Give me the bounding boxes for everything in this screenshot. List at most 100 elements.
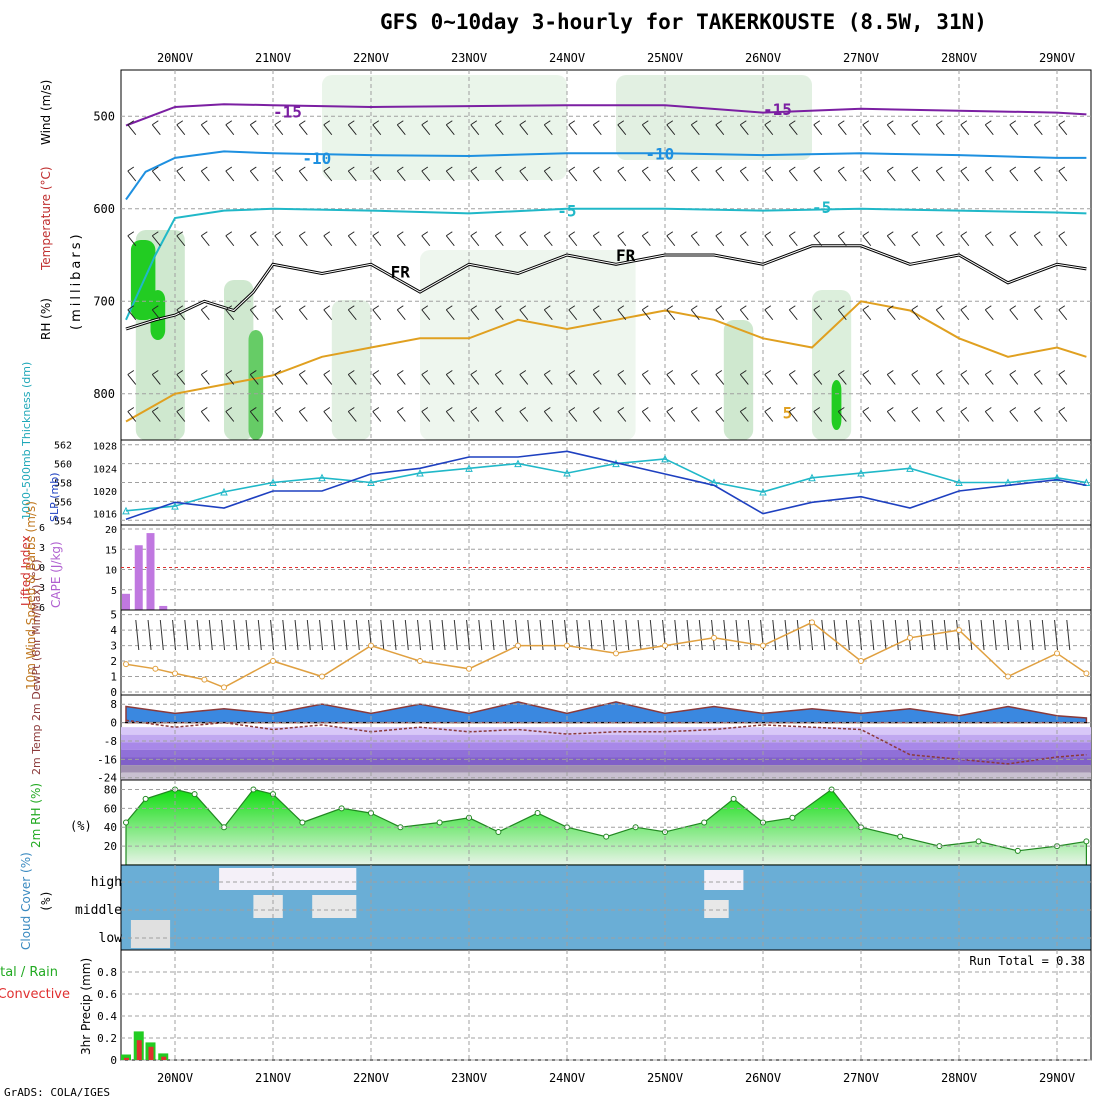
barb-10m xyxy=(833,619,838,651)
tick-slp-1024: 1024 xyxy=(93,464,117,475)
legend-total-rain: Total / Rain xyxy=(0,965,58,980)
barb-upper xyxy=(151,374,161,385)
thickness-point xyxy=(563,468,571,477)
barb-flag-upper xyxy=(495,305,502,311)
thickness-point xyxy=(318,473,326,482)
barb-upper xyxy=(200,170,210,182)
barb-flag-upper xyxy=(127,305,135,311)
barb-flag-upper xyxy=(274,370,282,375)
barb-10m xyxy=(453,619,458,651)
thickness-point xyxy=(220,487,228,496)
tick-cape-15: 15 xyxy=(105,545,117,556)
barb-10m xyxy=(919,619,924,651)
barb-flag-upper xyxy=(666,166,674,172)
rh-point xyxy=(534,810,541,817)
thickness-point xyxy=(514,459,522,468)
barb-upper xyxy=(445,170,455,182)
barb-upper xyxy=(592,411,602,422)
barb-flag-upper xyxy=(225,166,233,172)
barb-upper xyxy=(568,411,578,422)
barb-upper xyxy=(641,309,651,321)
barb-10m xyxy=(1029,619,1034,651)
barb-flag-upper xyxy=(691,305,698,311)
thickness-point xyxy=(465,464,473,472)
tick-li--6: 6 xyxy=(39,603,45,614)
barb-10m xyxy=(956,619,961,651)
barb-10m xyxy=(319,619,324,651)
wind-speed-point xyxy=(1005,673,1011,680)
barb-upper xyxy=(347,374,357,385)
barb-upper xyxy=(592,170,602,182)
barb-10m xyxy=(625,619,630,651)
barb-flag-upper xyxy=(176,407,184,412)
date-label-top-29NOV: 29NOV xyxy=(1039,51,1075,65)
barb-upper xyxy=(200,124,210,136)
barb-10m xyxy=(478,619,483,651)
barb-upper xyxy=(813,411,823,422)
barb-flag-upper xyxy=(911,407,919,412)
tick-slp-1020: 1020 xyxy=(93,487,117,498)
barb-upper xyxy=(396,411,406,422)
barb-upper xyxy=(739,235,749,247)
barb-flag-upper xyxy=(838,305,845,311)
barb-flag-upper xyxy=(1034,166,1041,172)
barb-10m xyxy=(147,619,152,651)
barb-upper xyxy=(347,411,357,422)
barb-10m xyxy=(980,619,985,651)
barb-10m xyxy=(796,619,801,651)
isotherm-1 xyxy=(125,150,1087,201)
barb-flag-upper xyxy=(470,305,478,311)
barb-upper xyxy=(984,124,994,136)
barb-flag-upper xyxy=(519,231,527,237)
barb-flag-upper xyxy=(1009,120,1017,126)
barb-flag-upper xyxy=(397,120,404,126)
barb-10m xyxy=(380,619,385,651)
rh-shade-9 xyxy=(831,380,842,430)
barb-flag-upper xyxy=(544,120,551,126)
barb-flag-upper xyxy=(568,407,576,412)
barb-upper xyxy=(886,124,896,136)
barb-10m xyxy=(417,619,422,651)
series-SLP xyxy=(125,450,1087,521)
barb-upper xyxy=(837,124,847,136)
barb-flag-upper xyxy=(764,305,772,311)
barb-upper xyxy=(127,170,137,182)
barb-upper xyxy=(568,235,578,247)
barb-upper xyxy=(984,309,994,321)
barb-upper xyxy=(911,374,921,385)
cloud-level-low: low xyxy=(99,931,123,946)
barb-flag-upper xyxy=(1034,231,1041,237)
wind-speed-point xyxy=(956,627,962,634)
tick-temp-0: 0 xyxy=(110,717,117,730)
barb-10m xyxy=(576,619,581,651)
barb-upper xyxy=(617,374,627,385)
ylabel-millibars: (millibars) xyxy=(69,231,84,330)
barb-flag-upper xyxy=(960,370,968,375)
thickness-point xyxy=(661,454,669,463)
thickness-point xyxy=(367,478,375,486)
tick-thickness-562: 562 xyxy=(54,441,72,452)
barb-flag-upper xyxy=(1058,231,1066,237)
barb-upper xyxy=(445,235,455,247)
barb-flag-upper xyxy=(715,166,723,172)
barb-flag-upper xyxy=(495,370,502,375)
thickness-point xyxy=(1053,473,1061,482)
ylabel-rh: RH (%) xyxy=(39,298,53,340)
barb-upper xyxy=(837,235,847,247)
barb-flag-upper xyxy=(617,166,625,172)
barb-flag-upper xyxy=(446,370,453,375)
date-label-top-23NOV: 23NOV xyxy=(451,51,487,65)
barb-upper xyxy=(1058,170,1068,182)
barb-upper xyxy=(127,309,137,321)
barb-flag-upper xyxy=(225,231,233,237)
barb-flag-upper xyxy=(397,407,404,412)
tick-li-6: 6 xyxy=(39,523,45,534)
barb-upper xyxy=(568,374,578,385)
barb-flag-upper xyxy=(887,166,894,172)
barb-flag-upper xyxy=(446,305,453,311)
barb-flag-upper xyxy=(862,166,870,172)
barb-upper xyxy=(274,124,284,136)
barb-flag-upper xyxy=(152,305,159,311)
tick-thickness-556: 556 xyxy=(54,497,72,508)
barb-flag-upper xyxy=(446,120,453,126)
